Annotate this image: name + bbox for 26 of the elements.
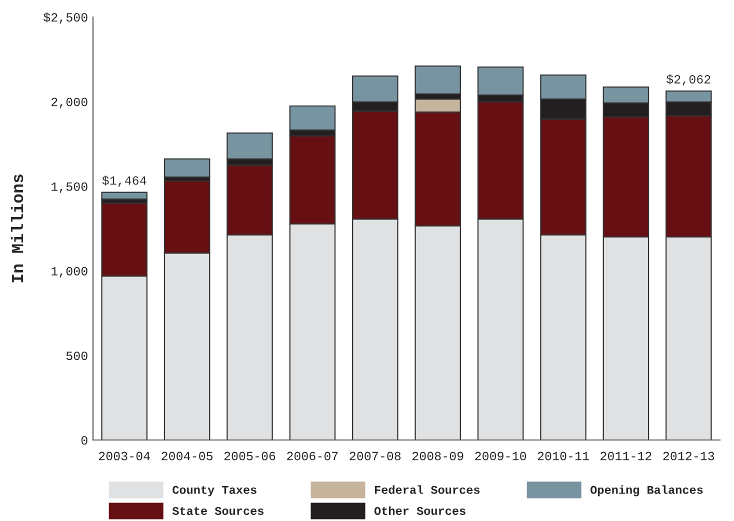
legend-label: Other Sources bbox=[374, 506, 466, 515]
legend-label: Federal Sources bbox=[374, 485, 480, 494]
legend-label: State Sources bbox=[172, 506, 264, 515]
total-label: $2,062 bbox=[666, 74, 710, 86]
y-tick-label: $2,500 bbox=[44, 12, 88, 24]
y-axis-title: In Millions bbox=[10, 174, 24, 282]
x-tick-label: 2006-07 bbox=[287, 452, 338, 460]
x-tick-label: 2009-10 bbox=[475, 452, 526, 460]
x-tick-label: 2012-13 bbox=[663, 452, 714, 460]
legend-label: County Taxes bbox=[172, 486, 256, 496]
bar bbox=[164, 158, 210, 178]
x-tick-label: 2003-04 bbox=[98, 452, 150, 460]
bar bbox=[101, 192, 148, 200]
x-tick-label: 2004-05 bbox=[162, 452, 213, 460]
y-tick-label: 1,000 bbox=[52, 266, 88, 278]
y-tick-label: 1,500 bbox=[52, 182, 88, 193]
total-label: $1,464 bbox=[102, 176, 146, 187]
y-tick-label: 0 bbox=[81, 436, 88, 445]
x-tick-label: 2005-06 bbox=[224, 452, 276, 460]
legend-label: Opening Balances bbox=[590, 485, 703, 496]
y-tick-label: 2,000 bbox=[52, 98, 88, 108]
x-tick-label: 2011-12 bbox=[600, 452, 652, 460]
x-tick-label: 2007-08 bbox=[350, 452, 401, 460]
x-tick-label: 2008-09 bbox=[412, 452, 464, 460]
x-tick-label: 2010-11 bbox=[538, 452, 589, 460]
y-tick-label: 500 bbox=[66, 352, 88, 360]
